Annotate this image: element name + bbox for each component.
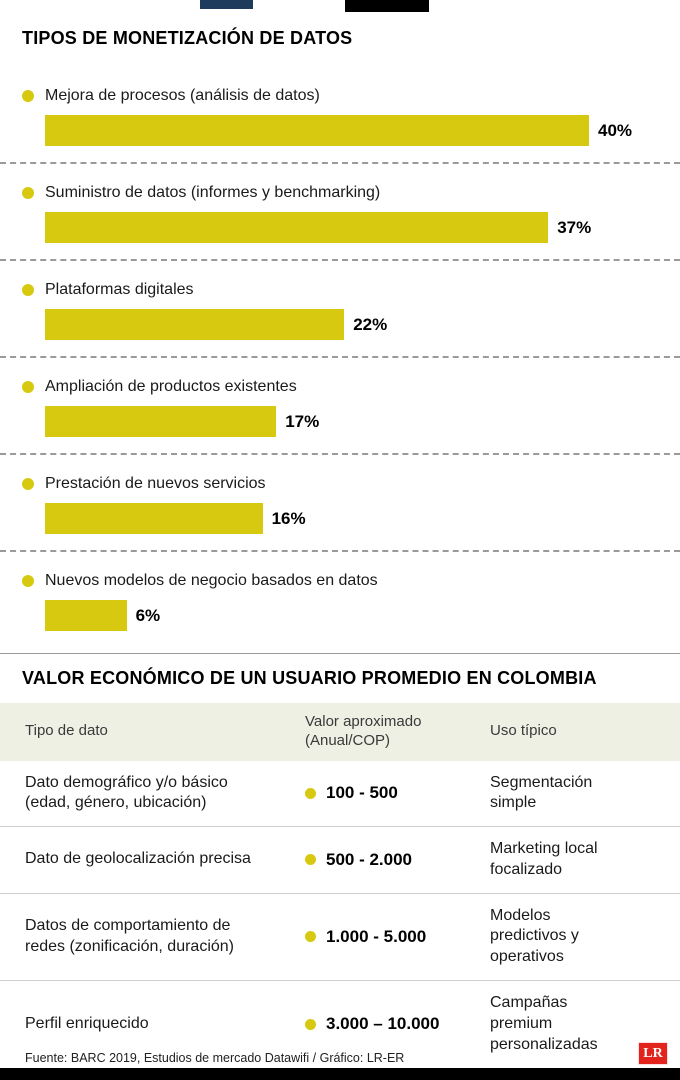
bullet-icon bbox=[22, 575, 34, 587]
table-title: VALOR ECONÓMICO DE UN USUARIO PROMEDIO E… bbox=[22, 668, 597, 688]
dashed-separator bbox=[0, 453, 680, 455]
cell-uso: Campañas premium personalizadas bbox=[490, 994, 598, 1053]
bar-category-label: Nuevos modelos de negocio basados en dat… bbox=[45, 572, 378, 589]
lr-logo: LR bbox=[638, 1042, 668, 1065]
bullet-icon bbox=[22, 90, 34, 102]
cell-uso: Marketing local focalizado bbox=[490, 840, 598, 878]
cell-valor: 1.000 - 5.000 bbox=[305, 927, 490, 947]
cell-uso: Modelos predictivos y operativos bbox=[490, 906, 579, 966]
valor-text: 3.000 – 10.000 bbox=[326, 1014, 440, 1034]
table-row: Dato demográfico y/o básico (edad, géner… bbox=[0, 761, 680, 828]
bar-value-label: 6% bbox=[135, 605, 161, 625]
bottom-black-bar bbox=[0, 1068, 680, 1080]
cell-uso: Segmentación simple bbox=[490, 773, 593, 812]
bar-value-label: 37% bbox=[557, 217, 592, 237]
table-row: Perfil enriquecido 3.000 – 10.000 Campañ… bbox=[0, 981, 680, 1067]
bullet-icon bbox=[305, 854, 316, 866]
bar-item: Suministro de datos (informes y benchmar… bbox=[0, 164, 680, 259]
bullet-icon bbox=[22, 284, 34, 296]
bullet-icon bbox=[305, 1018, 316, 1030]
column-header-tipo: Tipo de dato bbox=[25, 722, 108, 740]
bar bbox=[45, 600, 127, 631]
value-table: Tipo de dato Valor aproximado (Anual/COP… bbox=[0, 703, 680, 1067]
bar bbox=[45, 309, 345, 340]
bullet-icon bbox=[22, 187, 34, 199]
bar bbox=[45, 406, 277, 437]
bar bbox=[45, 503, 263, 534]
cell-tipo: Dato demográfico y/o básico (edad, géner… bbox=[25, 773, 228, 812]
bar-item: Ampliación de productos existentes 17% bbox=[0, 358, 680, 453]
top-navy-bar bbox=[200, 0, 253, 9]
dashed-separator bbox=[0, 162, 680, 164]
bar-value-label: 16% bbox=[271, 508, 306, 528]
bar-value-label: 40% bbox=[598, 120, 633, 140]
chart-title: TIPOS DE MONETIZACIÓN DE DATOS bbox=[22, 28, 353, 48]
cell-valor: 3.000 – 10.000 bbox=[305, 1014, 490, 1034]
bar-item: Plataformas digitales 22% bbox=[0, 261, 680, 356]
bar-item: Mejora de procesos (análisis de datos) 4… bbox=[0, 67, 680, 162]
bar-category-label: Prestación de nuevos servicios bbox=[45, 475, 266, 492]
dashed-separator bbox=[0, 356, 680, 358]
valor-text: 100 - 500 bbox=[326, 783, 398, 803]
bullet-icon bbox=[22, 478, 34, 490]
bar-category-label: Suministro de datos (informes y benchmar… bbox=[45, 184, 381, 201]
cell-tipo: Dato de geolocalización precisa bbox=[25, 850, 251, 868]
bar-value-label: 22% bbox=[353, 314, 388, 334]
bar-category-label: Mejora de procesos (análisis de datos) bbox=[45, 87, 320, 104]
bullet-icon bbox=[305, 931, 316, 943]
top-black-bar bbox=[345, 0, 429, 12]
dashed-separator bbox=[0, 550, 680, 552]
source-credit: Fuente: BARC 2019, Estudios de mercado D… bbox=[25, 1051, 405, 1065]
column-header-uso: Uso típico bbox=[490, 722, 557, 740]
cell-valor: 500 - 2.000 bbox=[305, 850, 490, 870]
bullet-icon bbox=[22, 381, 34, 393]
table-header-row: Tipo de dato Valor aproximado (Anual/COP… bbox=[0, 703, 680, 761]
bar-item: Prestación de nuevos servicios 16% bbox=[0, 455, 680, 550]
valor-text: 500 - 2.000 bbox=[326, 849, 413, 869]
cell-tipo: Perfil enriquecido bbox=[25, 1014, 149, 1032]
bar-item: Nuevos modelos de negocio basados en dat… bbox=[0, 552, 680, 647]
value-table-section: VALOR ECONÓMICO DE UN USUARIO PROMEDIO E… bbox=[0, 653, 680, 1067]
bullet-icon bbox=[305, 787, 316, 799]
bar-value-label: 17% bbox=[285, 411, 320, 431]
bar-category-label: Plataformas digitales bbox=[45, 281, 194, 298]
bar bbox=[45, 115, 589, 146]
valor-text: 1.000 - 5.000 bbox=[326, 926, 427, 946]
table-row: Datos de comportamiento de redes (zonifi… bbox=[0, 894, 680, 982]
cell-tipo: Datos de comportamiento de redes (zonifi… bbox=[25, 917, 234, 955]
footer: Fuente: BARC 2019, Estudios de mercado D… bbox=[0, 1042, 680, 1067]
bar-chart: Mejora de procesos (análisis de datos) 4… bbox=[0, 67, 680, 647]
cell-valor: 100 - 500 bbox=[305, 783, 490, 803]
bar-category-label: Ampliación de productos existentes bbox=[45, 378, 297, 395]
dashed-separator bbox=[0, 259, 680, 261]
column-header-valor: Valor aproximado (Anual/COP) bbox=[305, 713, 422, 749]
table-row: Dato de geolocalización precisa 500 - 2.… bbox=[0, 827, 680, 894]
bar bbox=[45, 212, 549, 243]
